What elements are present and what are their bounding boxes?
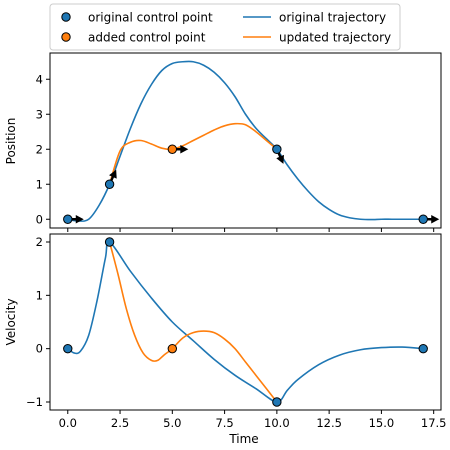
position-y-tick-label: 1 [36,177,43,191]
velocity-x-tick-label: 17.5 [421,416,447,430]
velocity-original-control-point [418,343,428,354]
legend: original control point added control poi… [49,3,401,51]
velocity-x-tick-label: 10.0 [264,416,290,430]
velocity-original-control-point [104,237,115,247]
position-original-control-point [63,214,73,224]
velocity-plot: Velocity Time 0.0 2.5 5.0 7.5 10.0 12.5 15.0 17… [4,233,447,446]
velocity-original-trajectory-line [66,240,425,403]
velocity-added-control-point [167,343,178,354]
position-original-control-point [104,179,115,189]
legend-frame [49,3,401,51]
legend-label-updated-trajectory: updated trajectory [279,31,391,45]
position-original-trajectory-line [66,60,425,222]
position-velocity-arrow [67,215,84,224]
position-original-control-point [418,214,428,224]
velocity-y-tick-label: 0 [36,342,43,356]
velocity-y-tick-label: 1 [36,288,43,302]
time-x-axis-label: Time [228,432,258,446]
velocity-x-tick-label: 5.0 [163,416,181,430]
velocity-x-tick-label: 7.5 [215,416,233,430]
velocity-x-tick-label: 12.5 [316,416,342,430]
legend-marker-original-control-point [61,12,71,22]
position-velocity-arrow [423,215,440,224]
position-y-tick-label: 2 [36,142,43,156]
position-y-tick-label: 4 [36,72,43,86]
velocity-y-tick-label: 2 [36,235,43,249]
legend-label-original-trajectory: original trajectory [279,11,386,25]
velocity-plot-area [66,240,425,403]
velocity-original-control-point [272,397,282,407]
position-plot-area [66,60,425,222]
position-axes-frame [49,52,442,229]
velocity-x-tick-label: 2.5 [111,416,129,430]
velocity-original-control-point [63,343,73,354]
velocity-y-axis-label: Velocity [4,298,18,345]
velocity-updated-trajectory-line [108,241,278,403]
velocity-axes-frame [49,233,442,411]
position-added-control-point [167,144,178,154]
velocity-y-tick-label: −1 [26,395,43,409]
position-y-tick-label: 3 [36,107,43,121]
position-updated-trajectory-line [108,122,278,186]
position-y-tick-label: 0 [36,212,43,226]
position-original-control-point [272,144,282,154]
velocity-x-tick-label: 15.0 [369,416,395,430]
legend-label-original-control-point: original control point [88,11,213,25]
legend-marker-added-control-point [61,32,71,42]
position-plot: Position 0 1 2 3 4 [4,52,442,232]
legend-label-added-control-point: added control point [88,31,206,45]
position-velocity-arrow [172,145,189,154]
velocity-x-tick-label: 0.0 [59,416,77,430]
position-y-axis-label: Position [4,118,18,165]
